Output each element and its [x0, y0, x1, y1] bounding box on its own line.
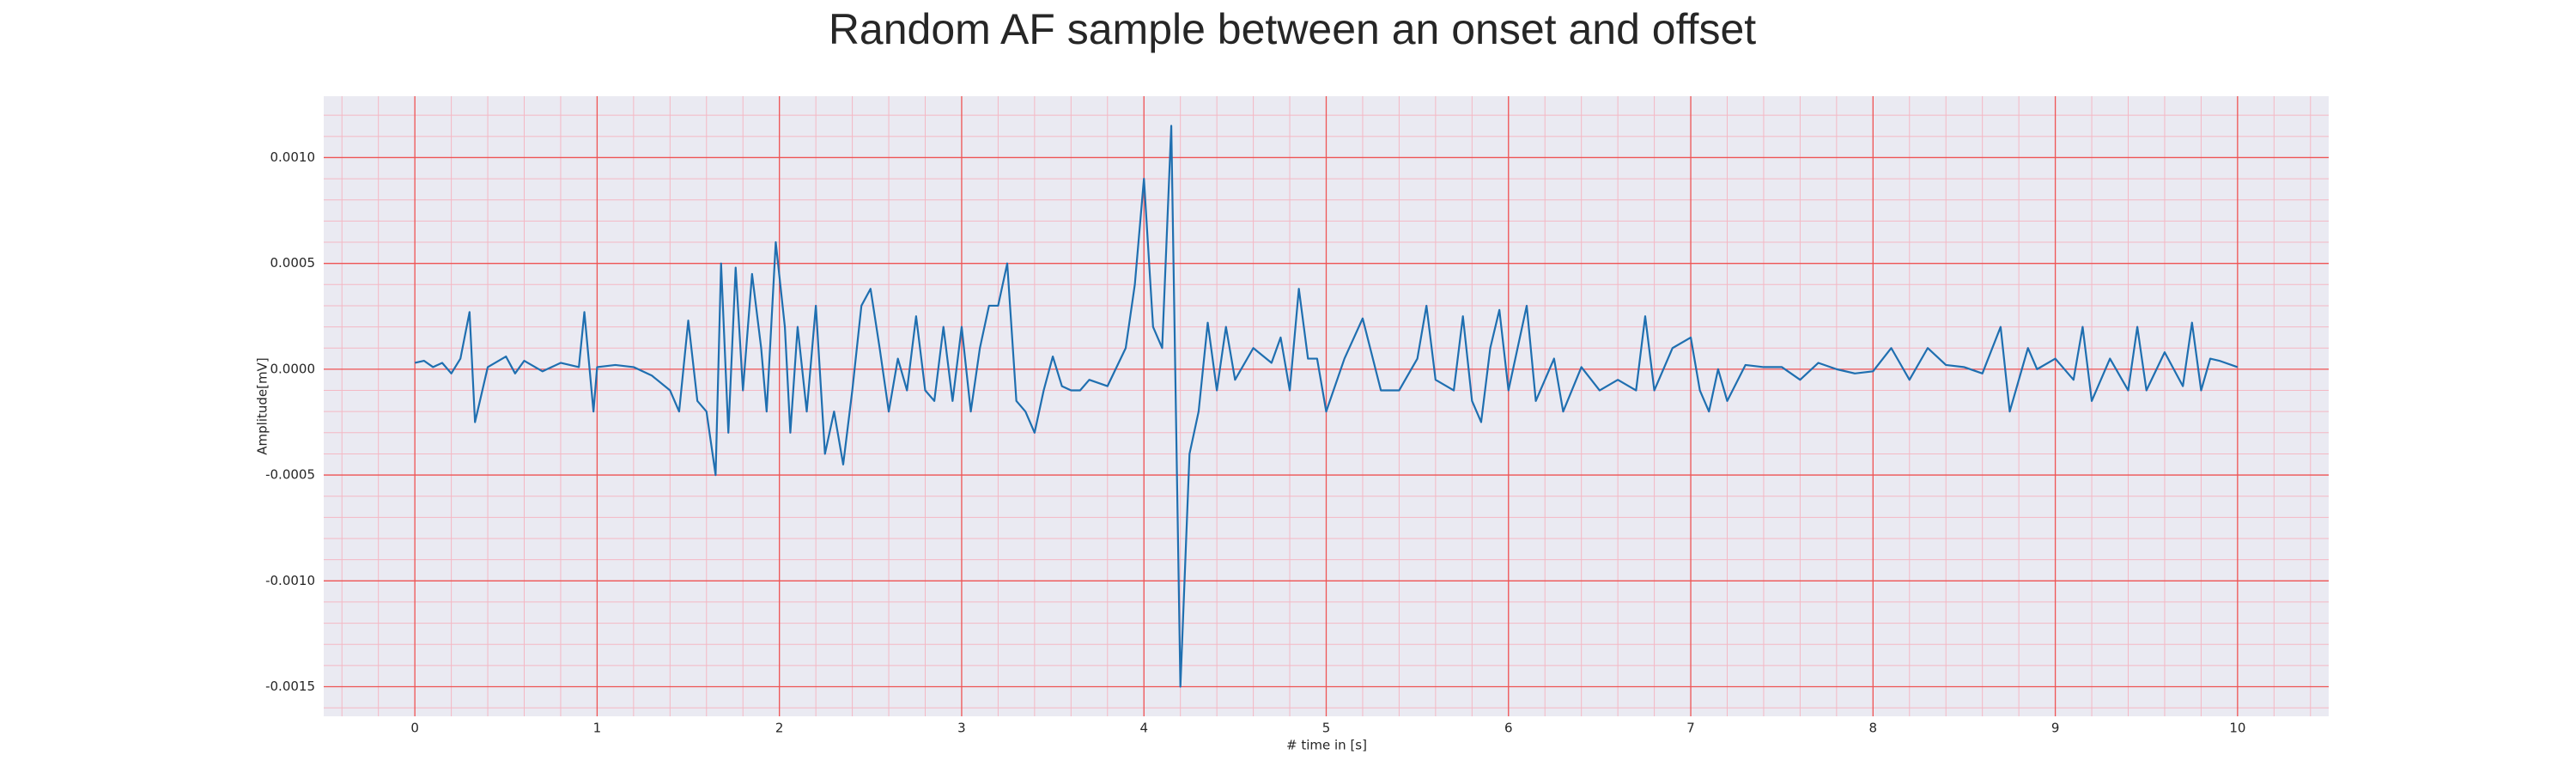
x-tick-label: 10	[2229, 721, 2245, 736]
x-tick-label: 7	[1686, 721, 1695, 736]
chart-title: Random AF sample between an onset and of…	[829, 5, 1756, 53]
x-tick-label: 4	[1139, 721, 1148, 736]
data-line	[414, 125, 2239, 688]
y-tick-label: 0.0005	[270, 255, 316, 271]
x-tick-label: 8	[1869, 721, 1878, 736]
y-tick-label: -0.0015	[265, 679, 315, 694]
x-tick-label: 0	[410, 721, 419, 736]
y-tick-label: 0.0000	[270, 361, 316, 376]
x-tick-label: 6	[1504, 721, 1513, 736]
x-tick-label: 3	[957, 721, 966, 736]
y-tick-label: 0.0010	[270, 149, 316, 165]
x-tick-label: 1	[593, 721, 602, 736]
x-axis-label: # time in [s]	[1286, 738, 1367, 753]
x-tick-label: 5	[1322, 721, 1331, 736]
x-tick-label: 9	[2051, 721, 2060, 736]
y-tick-label: -0.0010	[265, 573, 315, 588]
y-tick-label: -0.0005	[265, 467, 315, 483]
y-axis-label: Amplitude[mV]	[255, 357, 270, 454]
x-tick-label: 2	[775, 721, 784, 736]
